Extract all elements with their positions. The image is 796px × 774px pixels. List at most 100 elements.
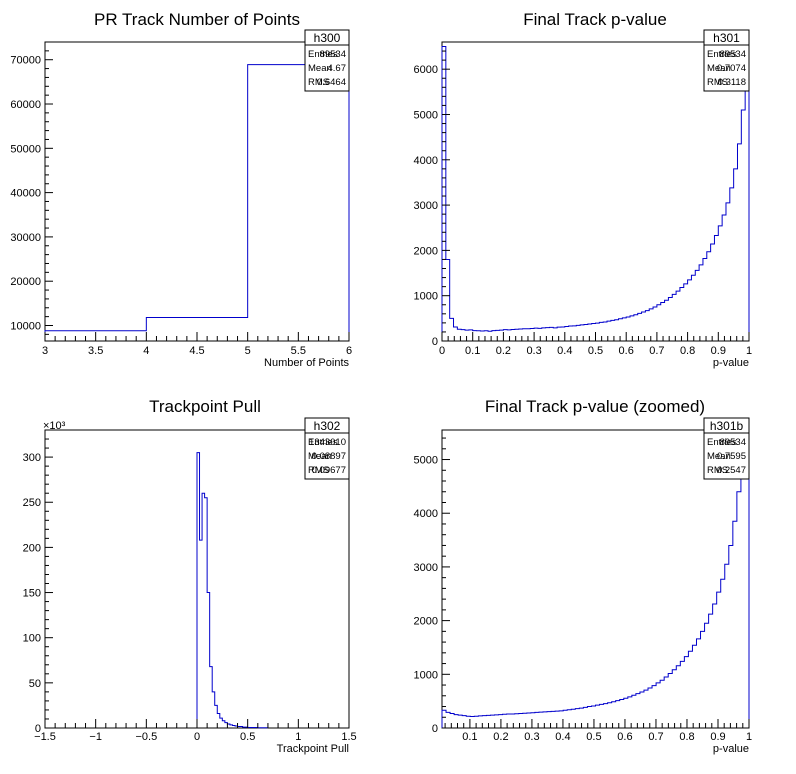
- histogram-bin: [634, 315, 638, 341]
- stats-label-entries: Entries: [308, 437, 338, 448]
- histogram-bin: [450, 318, 454, 341]
- y-axis: 0 1000 2000 3000 4000 5000 6000: [414, 41, 450, 348]
- chart-title: Final Track p-value (zoomed): [485, 397, 705, 416]
- y-tick-label: 250: [23, 497, 41, 509]
- histogram-bin: [480, 331, 484, 341]
- histogram-bin: [543, 712, 547, 728]
- y-tick-label: 3000: [414, 562, 438, 574]
- histogram-bin: [741, 460, 745, 728]
- histogram-bin: [664, 677, 668, 728]
- histogram-bin: [640, 692, 644, 728]
- stats-title: h301: [713, 31, 740, 45]
- histogram-bin: [665, 300, 669, 341]
- x-tick-label: 0.6: [619, 345, 634, 357]
- x-tick-label: 0.3: [526, 345, 541, 357]
- x-tick-label: 0.5: [240, 731, 255, 743]
- y-tick-label: 150: [23, 588, 41, 600]
- chart-title: PR Track Number of Points: [94, 10, 300, 29]
- y-tick-label: 6000: [414, 64, 438, 76]
- panel-h301b: Final Track p-value (zoomed) 0 1000 2000 300…: [414, 397, 753, 755]
- histogram-bin: [672, 670, 676, 728]
- histogram-bin: [551, 711, 555, 728]
- histogram-bin: [563, 710, 567, 728]
- histogram-bin: [534, 328, 538, 341]
- histogram-bin: [684, 657, 688, 728]
- x-tick-label: 3.5: [88, 345, 103, 357]
- y-tick-label: 30000: [10, 232, 41, 244]
- histogram-bin: [461, 330, 465, 341]
- histogram-bin: [733, 521, 737, 728]
- histogram-bin: [676, 291, 680, 341]
- stats-label-entries: Entries: [707, 49, 737, 60]
- histogram-bin: [718, 226, 722, 341]
- plot-frame: [441, 429, 750, 729]
- histogram-bin: [699, 265, 703, 341]
- y-axis: 10000 20000 30000 40000 50000 60000 70000: [10, 41, 53, 335]
- histogram-bin: [645, 311, 649, 341]
- histogram-bin: [565, 327, 569, 342]
- x-tick-label: −1.5: [34, 731, 56, 743]
- y-tick-label: 200: [23, 542, 41, 554]
- stats-value-entries: 1343010: [309, 437, 346, 448]
- stats-value-rms: 0.6464: [317, 77, 346, 88]
- histogram-bin: [248, 65, 349, 341]
- histogram-series: [44, 64, 350, 341]
- histogram-bin: [200, 540, 203, 728]
- histogram-bin: [604, 704, 608, 728]
- x-axis: 3 3.5 4 4.5 5 5.5 6: [42, 332, 352, 357]
- panel-h300: PR Track Number of Points 10000 20000 30000…: [10, 10, 352, 369]
- x-tick-label: 0.9: [710, 731, 725, 743]
- histogram-bin: [527, 713, 531, 728]
- x-tick-label: 1: [295, 731, 301, 743]
- histogram-bin: [703, 259, 707, 341]
- histogram-bin: [615, 320, 619, 341]
- histogram-bin: [539, 712, 543, 728]
- histogram-bin: [503, 330, 507, 341]
- histogram-bin: [737, 144, 741, 341]
- stats-title: h301b: [710, 419, 744, 433]
- x-tick-label: 0.5: [588, 345, 603, 357]
- histogram-line: [196, 452, 269, 729]
- histogram-bin: [717, 592, 721, 728]
- histogram-bin: [691, 275, 695, 341]
- x-tick-label: 4: [143, 345, 149, 357]
- histogram-bin: [575, 709, 579, 728]
- histogram-bin: [624, 698, 628, 728]
- histogram-bin: [713, 604, 717, 728]
- x-tick-label: 0.3: [524, 731, 539, 743]
- histogram-bin: [734, 169, 738, 341]
- stats-box-frame: [703, 417, 750, 480]
- y-tick-label: 2000: [414, 616, 438, 628]
- histogram-bin: [648, 688, 652, 728]
- histogram-bin: [469, 330, 473, 341]
- histogram-bin: [688, 651, 692, 728]
- histogram-series: [441, 432, 750, 728]
- x-tick-label: 4.5: [189, 345, 204, 357]
- histogram-bin: [511, 714, 515, 728]
- histogram-bin: [596, 323, 600, 341]
- x-axis-label: Number of Points: [264, 357, 349, 369]
- y-tick-label: 1000: [414, 291, 438, 303]
- histogram-bin: [500, 330, 504, 341]
- histogram-bin: [726, 203, 730, 341]
- x-tick-label: 0: [439, 345, 445, 357]
- x-tick-label: 0.7: [648, 731, 663, 743]
- histogram-series: [196, 452, 269, 729]
- histogram-series: [441, 46, 750, 342]
- y-tick-label: 0: [432, 723, 438, 735]
- y-tick-label: 1000: [414, 669, 438, 681]
- histogram-bin: [584, 324, 588, 341]
- histogram-bin: [596, 705, 600, 728]
- histogram-bin: [657, 305, 661, 341]
- histogram-bin: [653, 307, 657, 341]
- stats-value-rms: 0.09677: [312, 465, 346, 476]
- y-tick-label: 3000: [414, 200, 438, 212]
- histogram-line: [441, 432, 750, 728]
- histogram-bin: [636, 694, 640, 728]
- histogram-bin: [473, 331, 477, 341]
- y-axis: 0 1000 2000 3000 4000 5000: [414, 437, 450, 735]
